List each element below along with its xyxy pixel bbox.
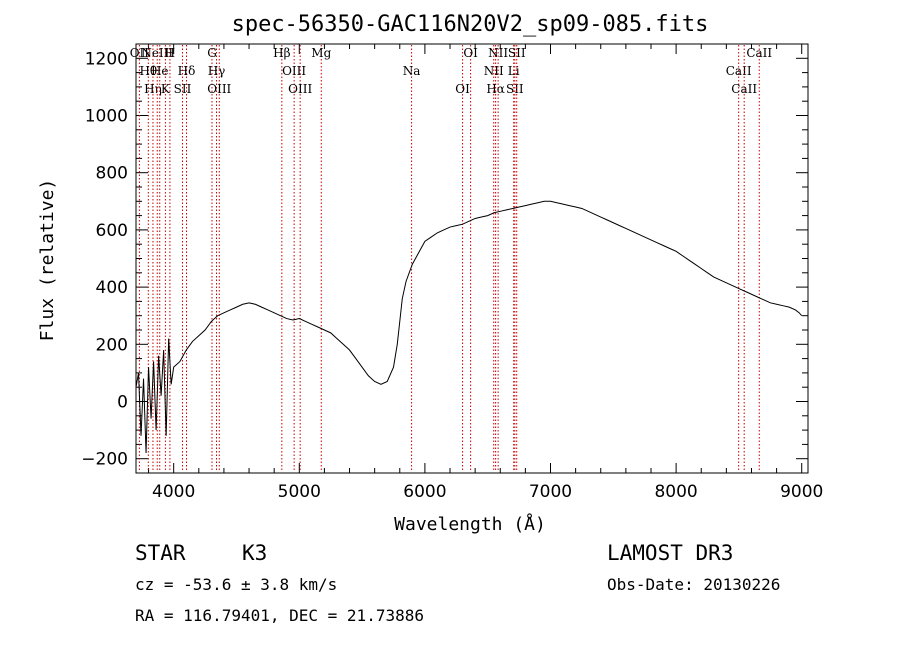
plot-frame <box>135 43 809 474</box>
chart-title: spec-56350-GAC116N20V2_sp09-085.fits <box>232 12 709 37</box>
spectral-line-label: Li <box>508 64 520 78</box>
spectral-line-label: He <box>151 64 169 78</box>
spectral-line-label: SII <box>508 46 526 60</box>
obs-date: Obs-Date: 20130226 <box>607 575 780 594</box>
y-tick-label: 400 <box>96 278 128 298</box>
spectrum-line <box>135 200 803 453</box>
spectral-line-label: OIII <box>282 64 306 78</box>
spectral-line-label: CaII <box>746 46 772 60</box>
y-axis: −200 0 200 400 600 800 1000 1200 <box>81 43 808 474</box>
spectral-line-label: K <box>161 82 171 96</box>
spectral-line-label: Hβ <box>273 46 290 60</box>
line-markers: OIIHθHηNeIIIHeKHHδSIIGHγOIIIHβOIIIOIIIMg… <box>130 45 772 472</box>
y-tick-label: 800 <box>96 164 128 184</box>
x-tick-label: 9000 <box>780 482 823 502</box>
spectral-line-label: Na <box>403 64 421 78</box>
spectral-line-label: Mg <box>311 46 331 60</box>
x-axis-label: Wavelength (Å) <box>394 513 546 535</box>
spectral-line-label: SII <box>506 82 524 96</box>
spectral-line-label: Hγ <box>208 64 226 78</box>
spectral-line-label: H <box>165 46 175 60</box>
x-tick-label: 6000 <box>403 482 446 502</box>
x-axis: 4000 5000 6000 7000 8000 9000 <box>148 44 823 502</box>
spectral-line-label: G <box>207 46 217 60</box>
spectral-line-label: OIII <box>207 82 231 96</box>
y-tick-label: 1000 <box>85 107 128 127</box>
spectral-line-label: NII <box>484 64 504 78</box>
redshift: cz = -53.6 ± 3.8 km/s <box>135 575 337 594</box>
y-axis-label: Flux (relative) <box>37 179 58 342</box>
spectral-line-label: Hη <box>144 82 162 96</box>
spectral-line-label: Hδ <box>178 64 196 78</box>
spectral-line-label: CaII <box>726 64 752 78</box>
object-class: STAR <box>135 541 186 565</box>
spectral-line-label: CaII <box>731 82 757 96</box>
subclass: K3 <box>242 541 267 565</box>
y-tick-label: 1200 <box>85 49 128 69</box>
spectral-line-label: NII <box>488 46 508 60</box>
spectral-line-label: SII <box>174 82 192 96</box>
spectrum-series <box>135 200 803 453</box>
spectral-line-label: OIII <box>288 82 312 96</box>
y-tick-label: 600 <box>96 221 128 241</box>
y-tick-label: 200 <box>96 335 128 355</box>
y-tick-label: 0 <box>117 393 128 413</box>
x-tick-label: 7000 <box>529 482 572 502</box>
x-tick-label: 4000 <box>152 482 195 502</box>
survey: LAMOST DR3 <box>607 541 733 565</box>
spectral-line-label: OII <box>130 46 150 60</box>
y-tick-label: −200 <box>81 450 128 470</box>
x-tick-label: 8000 <box>654 482 697 502</box>
spectral-line-label: OI <box>463 46 478 60</box>
spectral-line-label: OI <box>455 82 470 96</box>
x-tick-label: 5000 <box>278 482 321 502</box>
spectral-line-label: Hα <box>486 82 505 96</box>
coords: RA = 116.79401, DEC = 21.73886 <box>135 606 424 625</box>
